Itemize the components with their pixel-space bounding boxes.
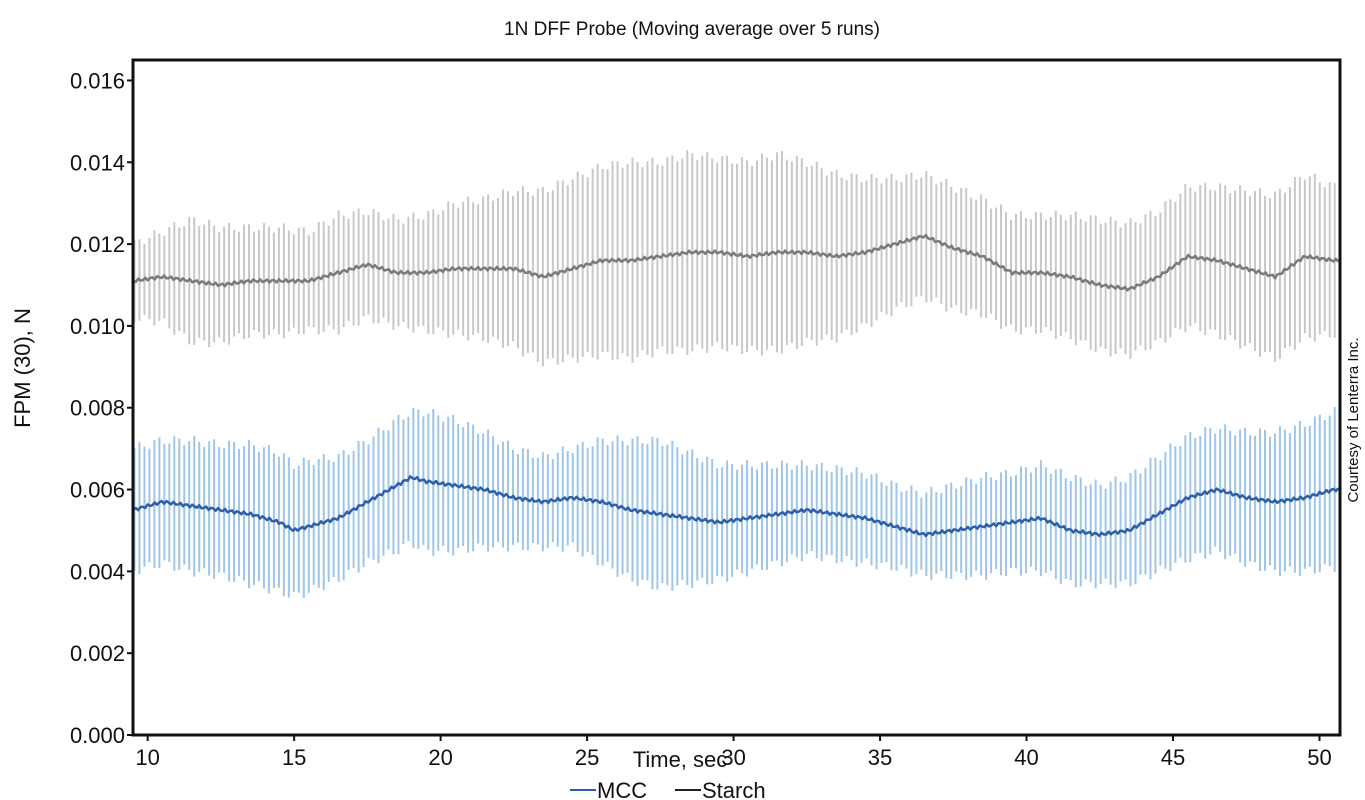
legend: MCC Starch <box>570 778 766 800</box>
x-tick-label: 40 <box>1014 745 1038 770</box>
error-bars-mcc <box>134 407 1334 598</box>
x-tick-label: 25 <box>575 745 599 770</box>
credit-text: Courtesy of Lenterra Inc. <box>1345 337 1362 502</box>
legend-label-starch: Starch <box>702 778 766 800</box>
plot-frame <box>133 60 1340 735</box>
y-tick-label: 0.008 <box>70 396 125 421</box>
y-axis-ticks: 0.000 0.002 0.004 0.006 0.008 0.010 0.012 0.014… <box>70 68 133 748</box>
x-tick-label: 45 <box>1161 745 1185 770</box>
x-tick-label: 10 <box>135 745 159 770</box>
x-axis-label: Time, sec <box>633 747 728 772</box>
y-tick-label: 0.000 <box>70 723 125 748</box>
y-axis-label: FPM (30), N <box>10 308 35 428</box>
y-tick-label: 0.006 <box>70 478 125 503</box>
y-tick-label: 0.004 <box>70 559 125 584</box>
x-tick-label: 15 <box>282 745 306 770</box>
x-tick-label: 20 <box>428 745 452 770</box>
x-axis-ticks: 10 15 20 25 30 35 40 45 50 <box>135 735 1331 770</box>
y-tick-label: 0.010 <box>70 314 125 339</box>
x-tick-label: 35 <box>868 745 892 770</box>
legend-label-mcc: MCC <box>597 778 647 800</box>
error-bars <box>134 150 1334 598</box>
chart-title: 1N DFF Probe (Moving average over 5 runs… <box>504 19 880 40</box>
y-tick-label: 0.012 <box>70 232 125 257</box>
y-tick-label: 0.016 <box>70 68 125 93</box>
y-tick-label: 0.014 <box>70 150 125 175</box>
y-tick-label: 0.002 <box>70 641 125 666</box>
x-tick-label: 50 <box>1307 745 1331 770</box>
error-bars-starch <box>134 150 1334 366</box>
